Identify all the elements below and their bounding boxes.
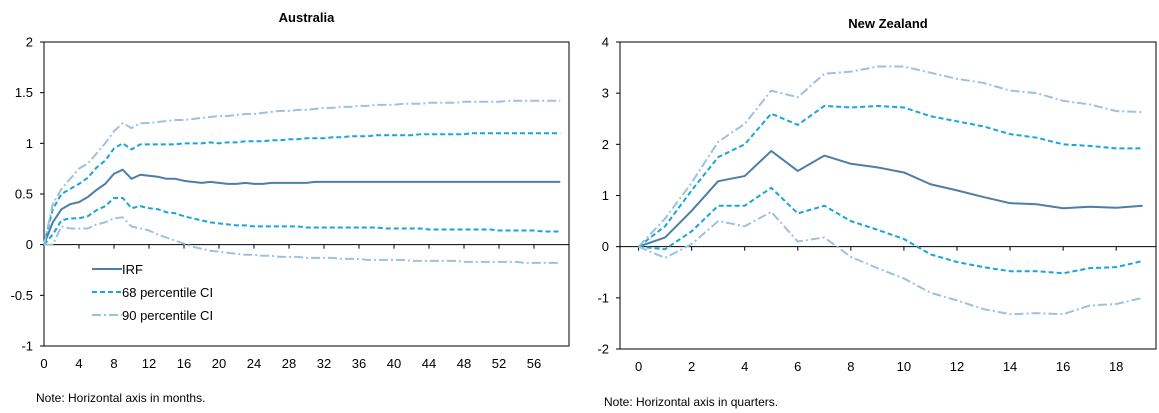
ci90-line [638,210,1143,316]
ci90-line [43,99,561,245]
chart-note: Note: Horizontal axis in quarters. [604,395,778,409]
plot-frame [619,41,1157,350]
x-tick-label: 16 [177,356,191,371]
x-tick-label: 14 [1003,359,1017,374]
x-tick-label: 8 [847,359,854,374]
ci90-line [44,216,561,264]
ci68-line [638,186,1143,275]
y-tick-label: -1 [21,339,33,354]
y-tick-label: 3 [602,86,609,101]
x-tick-label: 44 [422,356,436,371]
x-tick-label: 0 [40,356,47,371]
y-tick-label: -2 [597,342,609,357]
x-tick-label: 24 [247,356,261,371]
x-tick-label: 52 [492,356,506,371]
x-tick-label: 0 [635,359,642,374]
x-tick-label: 56 [527,356,541,371]
ci90-line [637,65,1143,248]
plot-frame [43,41,570,347]
x-tick-label: 2 [688,359,695,374]
ci68-line [43,197,561,246]
y-tick-label: 1.5 [15,85,33,100]
legend-label: IRF [122,262,143,277]
x-tick-label: 18 [1109,359,1123,374]
y-tick-label: 1 [26,136,33,151]
x-tick-label: 4 [741,359,748,374]
x-tick-label: 16 [1056,359,1070,374]
x-tick-label: 48 [457,356,471,371]
irf-line [43,168,561,246]
x-tick-label: 32 [317,356,331,371]
y-tick-label: 0.5 [15,187,33,202]
y-tick-label: 1 [602,188,609,203]
chart-panel-1: Australia-1-0.500.511.520 4 8 12 16 20 24 28 32 3… [11,10,570,405]
chart-title: New Zealand [848,16,928,31]
x-tick-label: 4 [75,356,82,371]
x-tick-label: 28 [282,356,296,371]
x-tick-label: 12 [950,359,964,374]
ci68-line [637,104,1143,248]
chart-note: Note: Horizontal axis in months. [36,391,205,405]
x-tick-label: 10 [897,359,911,374]
y-tick-label: 2 [26,35,33,50]
x-tick-label: 40 [387,356,401,371]
x-tick-label: 8 [110,356,117,371]
x-tick-label: 36 [352,356,366,371]
y-tick-label: 0 [26,237,33,252]
x-tick-label: 12 [142,356,156,371]
legend: IRF 68 percentile CI 90 percentile CI [92,262,213,323]
irf-line [638,149,1143,248]
y-tick-label: 2 [602,137,609,152]
x-tick-label: 6 [794,359,801,374]
y-tick-label: -0.5 [11,288,33,303]
legend-label: 90 percentile CI [122,308,213,323]
y-tick-label: 0 [602,239,609,254]
chart-title: Australia [279,10,335,25]
legend-label: 68 percentile CI [122,285,213,300]
ci68-line [43,132,561,245]
x-tick-label: 20 [212,356,226,371]
y-tick-label: -1 [597,290,609,305]
y-tick-label: 4 [602,35,609,50]
